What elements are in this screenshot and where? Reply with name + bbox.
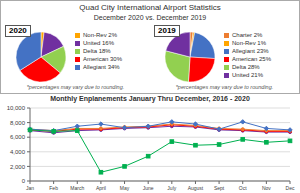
html-text:Allegiant 23%: Allegiant 23%	[232, 48, 269, 54]
svg-text:June: June	[143, 185, 154, 191]
svg-text:Dec: Dec	[286, 185, 292, 191]
html-text:Charter 2%: Charter 2%	[232, 32, 263, 38]
html-text:Delta 28%: Delta 28%	[232, 64, 260, 70]
svg-text:Oct: Oct	[239, 185, 247, 191]
html-text:Monthly Enplanements January T: Monthly Enplanements January Thru Decemb…	[50, 95, 250, 102]
svg-text:Nov: Nov	[262, 185, 271, 191]
svg-text:Feb: Feb	[49, 185, 58, 191]
html-text:American 30%: American 30%	[83, 56, 122, 62]
html-text:United 16%: United 16%	[83, 40, 114, 46]
html-text:December 2020 vs. December 201: December 2020 vs. December 2019	[93, 14, 207, 21]
html-text:Non-Rev 2%: Non-Rev 2%	[83, 32, 117, 38]
svg-text:8,000: 8,000	[10, 120, 26, 126]
svg-text:Jan: Jan	[26, 185, 34, 191]
html-text:*percentages may vary due to r: *percentages may vary due to rounding.	[175, 84, 274, 90]
html-text:American 25%: American 25%	[232, 56, 271, 62]
svg-text:May: May	[120, 185, 130, 191]
svg-text:10,000: 10,000	[8, 105, 26, 111]
svg-text:March: March	[70, 185, 84, 191]
html-text:United 21%: United 21%	[232, 72, 263, 78]
html-text:2019: 2019	[158, 26, 176, 35]
html-text:2020: 2020	[9, 26, 27, 35]
svg-text:August: August	[188, 185, 204, 191]
html-text:Non-Rev 1%: Non-Rev 1%	[232, 40, 266, 46]
svg-text:April: April	[96, 185, 106, 191]
svg-text:2,000: 2,000	[10, 164, 26, 170]
svg-text:4,000: 4,000	[10, 149, 26, 155]
svg-text:6,000: 6,000	[10, 134, 26, 140]
html-text:*percentages may vary due to r: *percentages may vary due to rounding.	[26, 84, 125, 90]
html-text:Delta 18%: Delta 18%	[83, 48, 111, 54]
svg-text:July: July	[167, 185, 176, 191]
svg-text:Sept: Sept	[214, 185, 225, 191]
svg-text:0: 0	[22, 178, 26, 184]
html-text:Allegiant 34%: Allegiant 34%	[83, 64, 120, 70]
html-text:Quad City International Airpor: Quad City International Airport Statisti…	[79, 3, 221, 12]
